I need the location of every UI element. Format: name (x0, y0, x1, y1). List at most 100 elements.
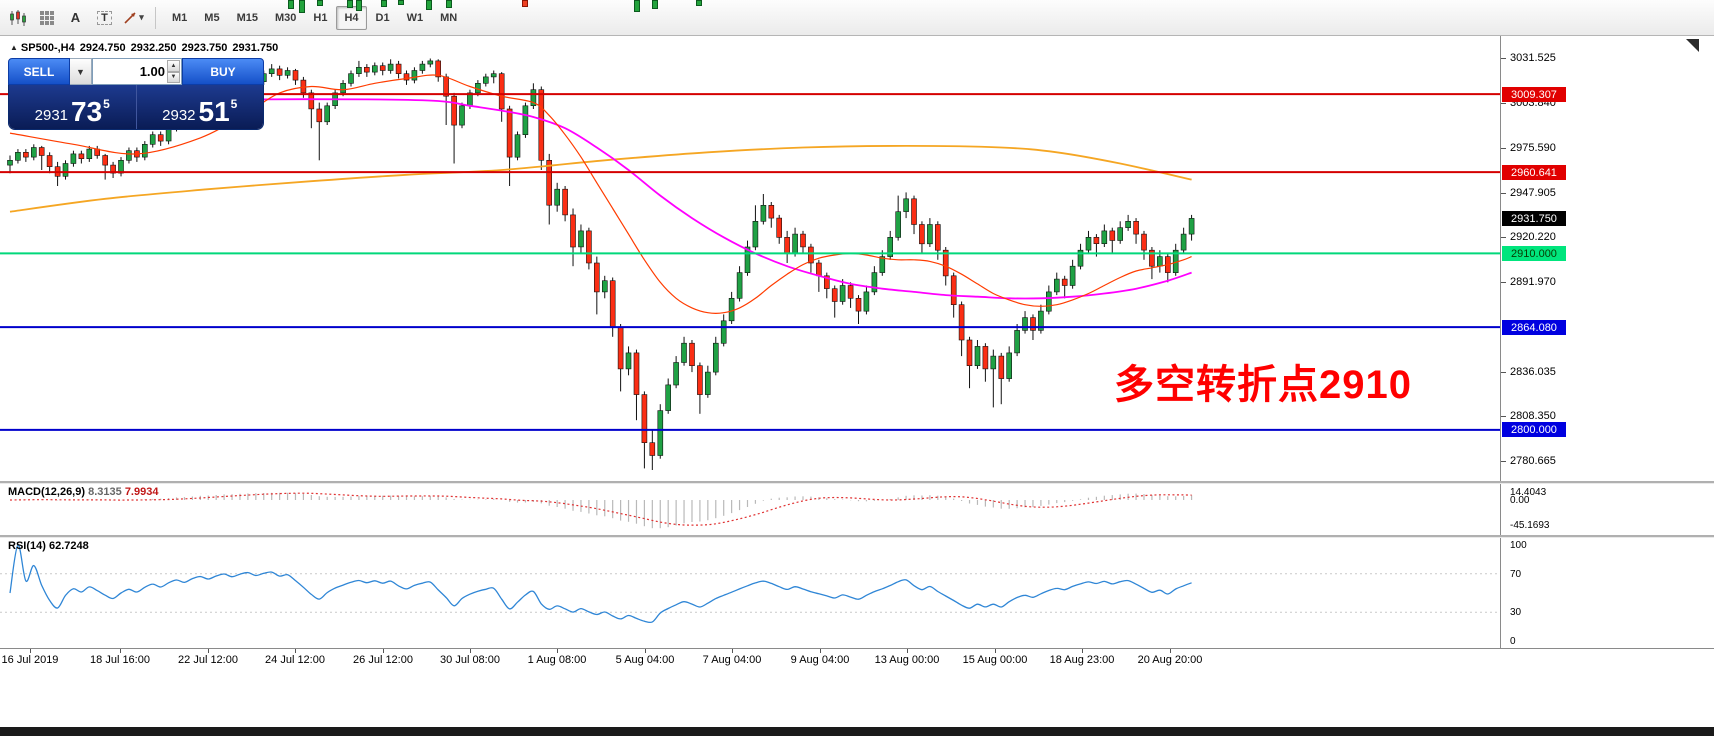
stray-candle-artifact (652, 0, 658, 9)
macd-panel[interactable] (0, 483, 1500, 535)
draw-tools-icon (124, 12, 136, 24)
price-badge: 3009.307 (1502, 87, 1566, 102)
price-axis-mark (1501, 148, 1506, 149)
draw-tools-button[interactable]: ▾ (120, 5, 147, 31)
text-label-tool[interactable]: A (62, 5, 89, 31)
time-axis-label: 30 Jul 08:00 (440, 654, 500, 666)
symbol-marker-icon: ▲ (10, 43, 18, 52)
stray-candle-artifact (347, 0, 353, 8)
price-axis-tick: 2780.665 (1510, 455, 1556, 467)
time-axis-label: 16 Jul 2019 (1, 654, 59, 666)
rsi-axis-label: 30 (1510, 607, 1522, 618)
rsi-axis-label: 70 (1510, 569, 1522, 580)
time-axis-label: 22 Jul 12:00 (178, 654, 238, 666)
price-axis-mark (1501, 372, 1506, 373)
time-axis-mark (645, 649, 646, 653)
main-toolbar: A T ▾ M1 M5 M15 M30 H1 H4 D1 W1 MN (0, 0, 1714, 36)
price-axis-tick: 2947.905 (1510, 187, 1556, 199)
buy-price-point: 5 (230, 97, 238, 111)
text-label-glyph: A (70, 10, 81, 25)
price-axis-mark (1501, 416, 1506, 417)
rsi-label: RSI(14) 62.7248 (8, 540, 89, 552)
timeframe-button-M5[interactable]: M5 (196, 6, 227, 30)
toolbar-separator (155, 6, 156, 29)
price-axis-mark (1501, 193, 1506, 194)
chart-type-icon[interactable] (4, 5, 31, 31)
chevron-down-icon: ▾ (139, 12, 144, 22)
text-cursor-tool[interactable]: T (91, 5, 118, 31)
price-axis-mark (1501, 282, 1506, 283)
timeframe-button-D1[interactable]: D1 (368, 6, 398, 30)
stray-candle-artifact (288, 0, 294, 9)
volume-increase-icon[interactable]: ▲ (167, 60, 180, 72)
volume-spinner: ▲ ▼ (167, 60, 180, 83)
stray-candle-artifact (696, 0, 702, 6)
price-axis-mark (1501, 237, 1506, 238)
buy-price-tile[interactable]: 2932 51 5 (135, 85, 263, 129)
chart-corner-marker (1686, 39, 1699, 52)
timeframe-button-W1[interactable]: W1 (399, 6, 432, 30)
time-axis-mark (470, 649, 471, 653)
time-axis-label: 26 Jul 12:00 (353, 654, 413, 666)
time-axis-label: 15 Aug 00:00 (962, 654, 1028, 666)
time-axis-label: 5 Aug 04:00 (615, 654, 675, 666)
price-axis-mark (1501, 103, 1506, 104)
timeframe-button-H4[interactable]: H4 (336, 5, 367, 30)
price-axis-tick: 2808.350 (1510, 410, 1556, 422)
time-axis-mark (820, 649, 821, 653)
macd-label: MACD(12,26,9) 8.3135 7.9934 (8, 486, 158, 498)
order-options-caret-icon[interactable]: ▼ (70, 58, 92, 85)
price-axis-tick: 2975.590 (1510, 142, 1556, 154)
timeframe-button-MN[interactable]: MN (432, 6, 465, 30)
stray-candle-artifact (522, 0, 528, 7)
time-axis-label: 18 Aug 23:00 (1049, 654, 1115, 666)
time-axis-label: 20 Aug 20:00 (1137, 654, 1203, 666)
volume-input[interactable] (93, 63, 181, 80)
macd-axis-label: 14.4043 (1510, 487, 1547, 498)
time-axis-mark (120, 649, 121, 653)
buy-button[interactable]: BUY (182, 58, 264, 85)
stray-candle-artifact (356, 0, 362, 11)
ohlc-readout: ▲ SP500-,H4 2924.750 2932.250 2923.750 2931.7… (10, 42, 283, 54)
time-axis-mark (30, 649, 31, 653)
price-axis-mark (1501, 461, 1506, 462)
time-axis-mark (383, 649, 384, 653)
buy-price-pips: 51 (198, 96, 230, 128)
price-badge: 2800.000 (1502, 422, 1566, 437)
stray-candle-artifact (398, 0, 404, 5)
ohlc-close: 2931.750 (232, 42, 279, 54)
macd-signal-value: 7.9934 (124, 486, 159, 498)
rsi-axis-label: 100 (1510, 540, 1527, 551)
time-axis-mark (557, 649, 558, 653)
panel-divider[interactable] (0, 481, 1714, 484)
rsi-panel[interactable] (0, 537, 1500, 648)
stray-candle-artifact (634, 0, 640, 12)
macd-axis-label: -45.1693 (1510, 520, 1550, 531)
sell-button[interactable]: SELL (8, 58, 70, 85)
tile-windows-icon[interactable] (33, 5, 60, 31)
stray-candle-artifact (446, 0, 452, 8)
timeframe-button-M30[interactable]: M30 (267, 6, 304, 30)
stray-candle-artifact (299, 0, 305, 13)
timeframe-button-M1[interactable]: M1 (164, 6, 195, 30)
macd-histogram (17, 492, 1193, 529)
sell-price-base: 2931 (34, 106, 69, 124)
chart-symbol-label: SP500-,H4 (20, 42, 75, 54)
candlestick-glyph (9, 9, 26, 26)
sell-price-tile[interactable]: 2931 73 5 (9, 85, 136, 129)
price-axis[interactable]: 3031.525 3003.840 2975.590 2947.905 2920.220… (1500, 36, 1714, 648)
time-axis[interactable]: 16 Jul 2019 18 Jul 16:00 22 Jul 12:00 24 Ju… (0, 648, 1714, 675)
time-axis-mark (907, 649, 908, 653)
volume-decrease-icon[interactable]: ▼ (167, 71, 180, 83)
ma-mid-magenta (9, 98, 1192, 300)
panel-divider[interactable] (0, 535, 1714, 538)
timeframe-button-M15[interactable]: M15 (229, 6, 266, 30)
timeframe-button-H1[interactable]: H1 (305, 6, 335, 30)
stray-candle-artifact (426, 0, 432, 10)
time-axis-mark (295, 649, 296, 653)
time-axis-label: 9 Aug 04:00 (790, 654, 850, 666)
ohlc-high: 2932.250 (130, 42, 177, 54)
text-cursor-glyph: T (97, 10, 112, 25)
